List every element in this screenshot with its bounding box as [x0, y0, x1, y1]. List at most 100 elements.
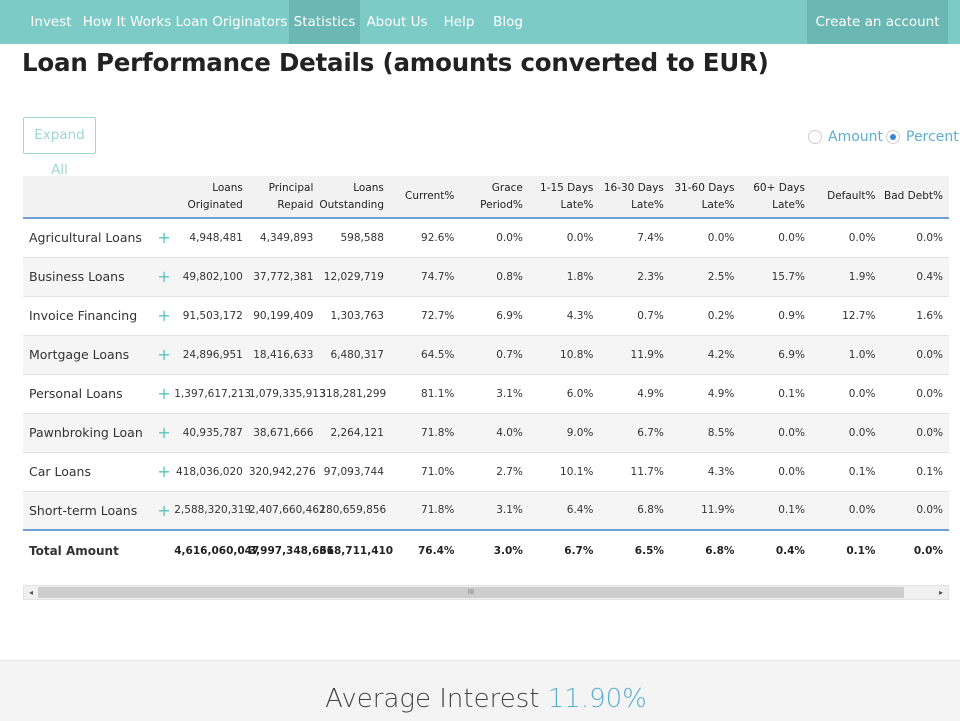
top-nav: Invest How It Works Loan Originators Sta…	[0, 0, 960, 44]
column-header: Principal Repaid	[268, 181, 314, 211]
table-cell: 64.5%	[421, 348, 455, 361]
table-cell: 6,480,317	[330, 348, 384, 361]
total-label: Total Amount	[29, 543, 119, 558]
row-label: Short-term Loans	[29, 502, 138, 518]
nav-item-loan-originators[interactable]: Loan Originators	[175, 14, 288, 30]
table-cell: 18,416,633	[253, 348, 314, 361]
table-cell: 49,802,100	[182, 270, 243, 283]
table-cell: 0.7%	[637, 309, 664, 322]
table-row: Invoice Financing +91,503,172 90,199,409 1,…	[23, 296, 949, 335]
radio-percent[interactable]: Percent	[886, 127, 959, 147]
column-header: 16-30 Days Late%	[603, 181, 664, 211]
table-cell: 2.3%	[637, 270, 664, 283]
table-cell: 91,503,172	[182, 309, 243, 322]
expand-row-plus-icon[interactable]: +	[157, 267, 171, 286]
radio-percent-label[interactable]: Percent	[906, 129, 959, 145]
table-cell: 0.0%	[848, 387, 876, 400]
table-cell: 0.0%	[848, 231, 876, 244]
table-header-row: Loans Originated Principal Repaid Loans Ou…	[23, 176, 949, 218]
table-cell: 0.0%	[916, 504, 943, 517]
table-cell: 38,671,666	[253, 426, 314, 439]
expand-row-plus-icon[interactable]: +	[157, 228, 171, 248]
table-cell: 6.8%	[637, 504, 664, 517]
table-cell: 11.9%	[630, 348, 664, 361]
table-cell: 0.0%	[916, 426, 943, 439]
expand-row-plus-icon[interactable]: +	[157, 384, 171, 403]
column-header: 1-15 Days Late%	[540, 181, 594, 211]
table-cell: 598,588	[340, 231, 384, 244]
table-cell: 4.9%	[637, 387, 664, 400]
loan-performance-table: Loans Originated Principal Repaid Loans Ou…	[23, 176, 949, 570]
expand-all-button[interactable]: Expand All	[23, 117, 96, 178]
table-cell: 0.2%	[707, 309, 735, 322]
table-cell: 0.0%	[916, 231, 943, 244]
table-cell: 3.1%	[496, 504, 523, 517]
column-header: Bad Debt%	[884, 190, 943, 202]
table-cell: 72.7%	[421, 309, 455, 322]
expand-row-plus-icon[interactable]: +	[157, 345, 171, 364]
table-cell: 1.0%	[848, 348, 876, 361]
scroll-left-icon[interactable]: ◂	[28, 588, 33, 597]
radio-amount[interactable]: Amount	[808, 127, 883, 147]
row-label: Invoice Financing	[29, 308, 138, 323]
table-row: Business Loans +49,802,100 37,772,381 12,02…	[23, 257, 949, 296]
expand-row-plus-icon[interactable]: +	[157, 500, 171, 520]
table-cell: 1,397,617,213	[174, 387, 252, 400]
table-cell: 4.2%	[707, 348, 735, 361]
table-cell: 11.9%	[701, 504, 735, 517]
average-interest: Average Interest 11.90%	[0, 684, 960, 714]
radio-amount-circle[interactable]	[808, 130, 822, 144]
table-cell: 6.0%	[566, 387, 594, 400]
table-cell: 24,896,951	[182, 348, 243, 361]
table-cell: 15.7%	[771, 270, 805, 283]
table-cell: 71.0%	[421, 465, 455, 478]
column-header: Loans Outstanding	[319, 181, 384, 211]
total-cell: 4,616,060,047	[174, 544, 260, 557]
table-cell: 8.5%	[707, 426, 735, 439]
scrollbar-thumb[interactable]: III	[38, 587, 904, 598]
column-header	[23, 176, 154, 218]
expand-row-plus-icon[interactable]: +	[157, 423, 171, 442]
total-cell: 0.1%	[846, 544, 876, 557]
horizontal-scrollbar[interactable]: ◂ III ▸	[23, 585, 949, 600]
total-cell: 618,711,410	[319, 544, 394, 557]
table-cell: 0.0%	[916, 348, 943, 361]
nav-item-blog[interactable]: Blog	[493, 14, 523, 30]
table-cell: 0.0%	[566, 231, 594, 244]
table-cell: 0.8%	[496, 270, 523, 283]
radio-amount-label[interactable]: Amount	[828, 129, 884, 145]
table-cell: 2,407,660,462	[248, 504, 326, 517]
total-cell: 3.0%	[493, 544, 523, 557]
expand-row-plus-icon[interactable]: +	[157, 306, 171, 325]
radio-percent-circle[interactable]	[886, 130, 900, 144]
scroll-right-icon[interactable]: ▸	[938, 588, 943, 597]
table-cell: 418,036,020	[176, 465, 243, 478]
expand-row-plus-icon[interactable]: +	[157, 462, 171, 481]
table-cell: 0.0%	[848, 426, 876, 439]
table-cell: 71.8%	[421, 426, 455, 439]
nav-item-about-us[interactable]: About Us	[366, 14, 428, 30]
table-cell: 92.6%	[421, 231, 455, 244]
nav-item-how-it-works[interactable]: How It Works	[82, 14, 172, 30]
table-cell: 0.0%	[778, 426, 805, 439]
table-cell: 6.4%	[566, 504, 594, 517]
total-cell: 6.8%	[705, 544, 735, 557]
table-cell: 1,303,763	[330, 309, 384, 322]
column-header: Default%	[827, 190, 876, 202]
average-interest-value: 11.90%	[547, 684, 647, 714]
nav-item-invest[interactable]: Invest	[30, 14, 72, 30]
table-row: Personal Loans +1,397,617,213 1,079,335,91…	[23, 374, 949, 413]
table-cell: 1.9%	[848, 270, 876, 283]
table-cell: 0.1%	[916, 465, 943, 478]
table-cell: 0.0%	[778, 231, 805, 244]
total-cell: 3,997,348,636	[248, 544, 334, 557]
nav-item-help[interactable]: Help	[443, 14, 475, 30]
table-cell: 320,942,276	[248, 465, 316, 478]
nav-item-statistics[interactable]: Statistics	[289, 0, 360, 44]
table-cell: 6.9%	[778, 348, 805, 361]
table-cell: 2.7%	[496, 465, 523, 478]
table-cell: 12,029,719	[323, 270, 384, 283]
table-cell: 2,264,121	[330, 426, 384, 439]
create-account-button[interactable]: Create an account	[807, 0, 948, 44]
table-cell: 0.0%	[848, 504, 876, 517]
